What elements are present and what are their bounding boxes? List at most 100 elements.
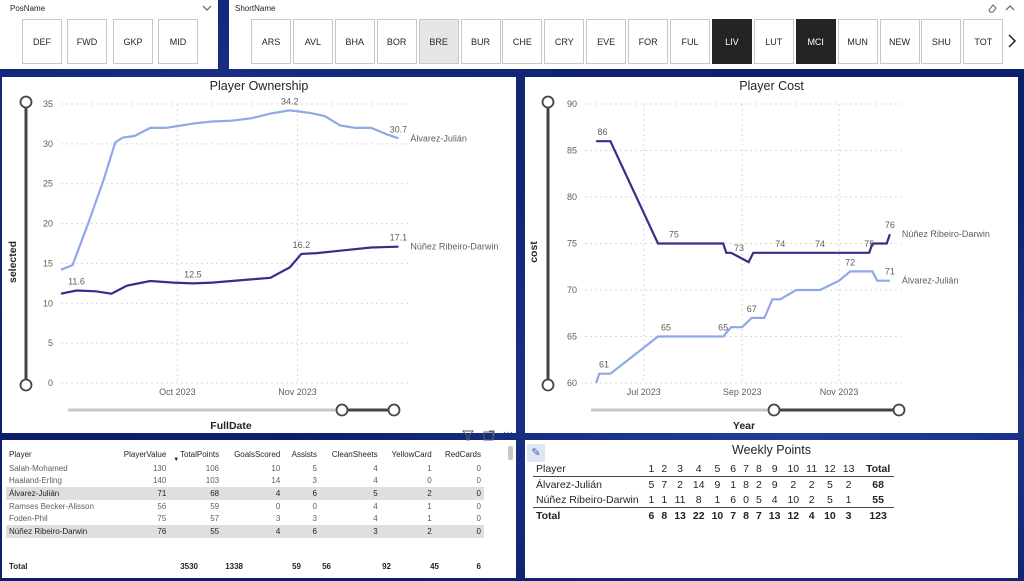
x-tick-label: Nov 2023 [820,387,859,397]
team-btn-shu[interactable]: SHU [921,19,962,64]
team-btn-bha[interactable]: BHA [334,19,375,64]
data-label: 76 [885,220,895,230]
total-label: Total [9,561,28,571]
week-cell: 22 [689,507,709,523]
table-row[interactable]: Ramses Becker-Alisson 56 59 0 0 4 1 0 [6,500,484,513]
pos-slicer: PosName DEF FWD GKP MID [0,0,218,69]
edit-icon[interactable]: ✎ [527,444,545,462]
week-cell: 1 [730,478,737,491]
player-table: Player PlayerValue TotalPoints ▼ GoalsSco… [6,446,484,538]
table-cell: 71 [112,487,170,500]
more-options-icon[interactable]: ··· [503,427,513,438]
team-btn-cry[interactable]: CRY [544,19,585,64]
table-cell: 1 [427,463,432,473]
week-cell: 2 [808,478,815,491]
table-row[interactable]: Álvarez-Julián 71 68 4 6 5 2 0 [6,487,484,500]
team-btn-bre[interactable]: BRE [418,19,459,64]
table-cell: 0 [476,476,481,486]
eraser-icon[interactable] [987,3,998,13]
x-zoom-handle [335,403,349,417]
week-cell: 68 [872,478,884,491]
pos-btn-gkp[interactable]: GKP [113,19,153,64]
team-btn-mci[interactable]: MCI [795,19,836,64]
table-cell: 140 [152,476,167,486]
table-cell: 103 [205,476,220,486]
table-cell: 0 [434,524,484,538]
table-cell: 4 [373,501,378,511]
series-line-1 [60,245,399,295]
table-row[interactable]: Núñez Ribeiro-Darwin 76 55 4 6 3 2 0 [6,524,484,538]
player-name-cell: Total [533,507,645,523]
y-tick-label: 10 [43,298,53,308]
team-btn-new[interactable]: NEW [879,19,920,64]
week-cell: 0 [743,493,749,506]
chevron-right-icon[interactable] [1007,34,1017,48]
pos-btn-def[interactable]: DEF [22,19,62,64]
week-cell: 7 [661,478,668,491]
matrix-header-row[interactable]: Player 1 2 3 4 5 6 7 8 9 10 11 12 13 Total [533,461,894,477]
matrix-row[interactable]: Álvarez-Julián 5 7 2 14 9 1 8 2 9 2 2 5 2 68 [533,477,894,493]
team-btn-liv[interactable]: LIV [711,19,752,64]
pos-btn-fwd[interactable]: FWD [67,19,107,64]
team-btn-ful[interactable]: FUL [670,19,710,64]
team-btn-bor[interactable]: BOR [376,19,417,64]
y-tick-label: 70 [567,285,577,295]
player-name-cell: Núñez Ribeiro-Darwin [536,493,639,506]
matrix-row[interactable]: Núñez Ribeiro-Darwin 1 1 11 8 1 6 0 5 4 10 2 5 1 55 [533,492,894,508]
table-row[interactable]: Haaland-Erling 140 103 14 3 4 0 0 [6,475,484,488]
table-cell: 3 [275,514,281,524]
week-cell: 4 [689,461,709,477]
x-tick-label: Sep 2023 [723,387,762,397]
total-cell: 59 [292,561,301,571]
week-cell: 8 [739,507,753,523]
player-name-cell: Álvarez-Julián [6,487,113,500]
team-btn-lut[interactable]: LUT [753,19,794,64]
team-btn-che[interactable]: CHE [502,19,543,64]
data-label: 65 [718,323,728,333]
focus-mode-icon[interactable] [483,430,495,441]
team-btn-mun[interactable]: MUN [837,19,878,64]
table-cell: 3 [312,476,317,486]
week-cell: 2 [677,478,683,491]
col-redcards[interactable]: RedCards [444,449,481,459]
col-totalpoints[interactable]: TotalPoints ▼ [173,449,220,464]
week-cell: 2 [755,478,762,491]
table-cell: 57 [210,514,220,524]
table-cell: 106 [205,463,220,473]
data-label: 65 [661,323,671,333]
team-btn-for[interactable]: FOR [628,19,669,64]
week-cell: 5 [826,493,833,506]
col-player[interactable]: Player [9,449,32,459]
weekly-title: Weekly Points [732,443,811,457]
filter-icon[interactable] [462,430,474,441]
chevron-up-icon[interactable] [1005,4,1015,12]
team-btn-avl[interactable]: AVL [292,19,333,64]
week-cell: 4 [771,493,778,506]
pos-btn-mid[interactable]: MID [158,19,198,64]
col-assists[interactable]: Assists [291,449,317,459]
week-cell: 5 [755,493,762,506]
matrix-total-row[interactable]: Total 6 8 13 22 10 7 8 7 13 12 4 10 3 123 [533,507,894,523]
col-playervalue[interactable]: PlayerValue [123,449,167,459]
col-yellowcard[interactable]: YellowCard [391,449,432,459]
week-cell: 9 [765,461,784,477]
team-btn-ars[interactable]: ARS [251,19,291,64]
team-btn-eve[interactable]: EVE [586,19,627,64]
week-cell: 11 [802,461,821,477]
col-goalsscored[interactable]: GoalsScored [234,449,281,459]
week-cell: 2 [845,478,852,491]
week-cell: 10 [787,493,800,506]
table-scrollbar[interactable] [508,446,513,460]
table-row[interactable]: Foden-Phil 75 57 3 3 4 1 0 [6,512,484,525]
data-label: 73 [734,243,744,253]
data-label: 67 [747,304,757,314]
chevron-down-icon[interactable] [202,4,212,12]
team-btn-tot[interactable]: TOT [963,19,1004,64]
cost-plot: cost Year 90 85 80 75 70 65 60 Jul 2023 Sep 2023… [528,95,990,432]
col-cleansheets[interactable]: CleanSheets [331,449,378,459]
x-zoom-handle [767,403,781,417]
table-cell: 6 [283,524,320,538]
table-row[interactable]: Salah-Mohamed 130 106 10 5 4 1 0 [6,462,484,475]
team-btn-bur[interactable]: BUR [460,19,501,64]
table-cell: 1 [427,514,432,524]
